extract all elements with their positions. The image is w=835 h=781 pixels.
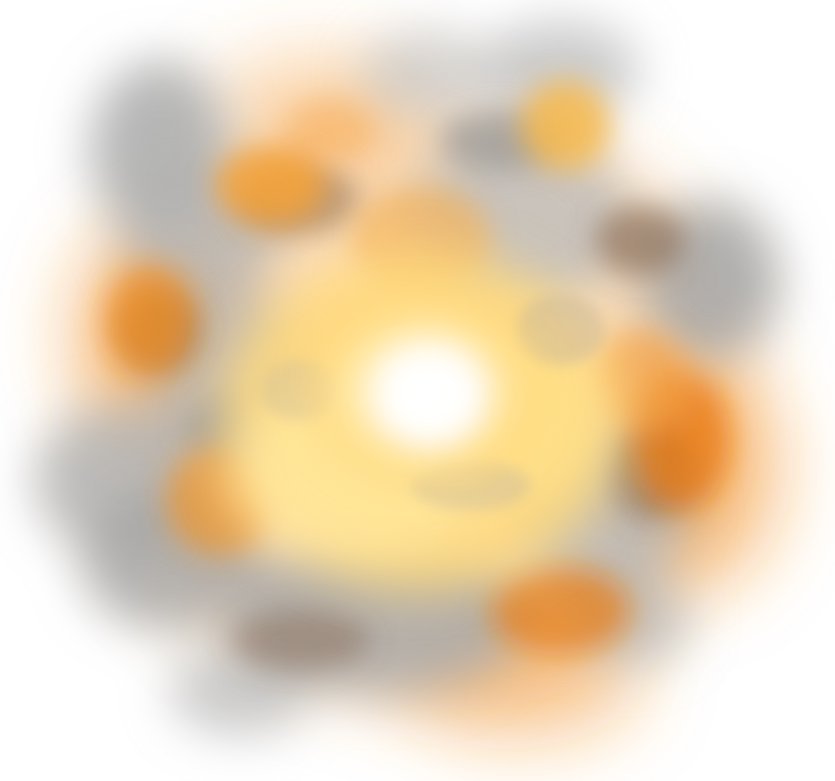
hot-core — [295, 280, 555, 500]
fire-pockets — [105, 80, 730, 655]
